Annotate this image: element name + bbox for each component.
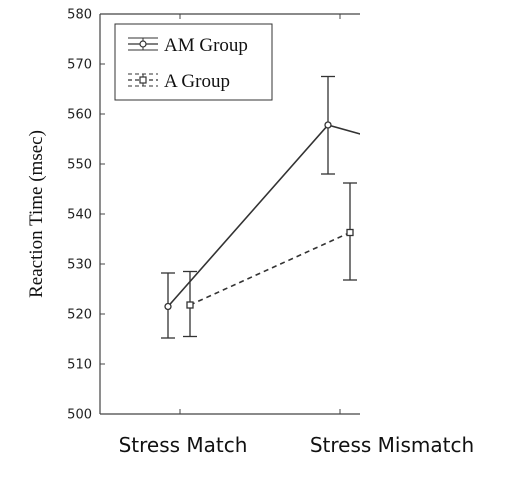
- series-a-group: [183, 182, 357, 338]
- y-tick-label-570: 570: [67, 58, 92, 73]
- y-tick-label-520: 520: [67, 308, 92, 323]
- legend: AM Group A Group: [114, 23, 273, 101]
- x-axis-ticks: Stress Match Stress Mismatch: [119, 14, 474, 457]
- point-am-group-0: [164, 302, 172, 311]
- y-tick-label-510: 510: [67, 358, 92, 373]
- category-label-stress-match: Stress Match: [119, 433, 248, 457]
- series-layer: [161, 75, 360, 339]
- legend-box: [114, 23, 273, 101]
- legend-item-am-group: AM Group: [128, 35, 248, 56]
- y-tick-label-500: 500: [67, 408, 92, 423]
- series-line-a-group: [189, 231, 351, 306]
- y-axis-ticks: 500 510 520 530 540 550 560 570 580: [67, 8, 105, 423]
- y-tick-label-540: 540: [67, 208, 92, 223]
- legend-item-a-group: A Group: [128, 71, 230, 92]
- point-a-group-0: [186, 301, 194, 309]
- legend-marker-am: [139, 40, 147, 48]
- series-am-group: [161, 75, 360, 339]
- y-tick-label-580: 580: [67, 8, 92, 23]
- legend-marker-a: [139, 76, 147, 84]
- y-axis-label: Reaction Time (msec): [26, 130, 47, 298]
- legend-label-a: A Group: [164, 71, 230, 92]
- category-label-stress-mismatch: Stress Mismatch: [310, 433, 474, 457]
- y-tick-label-530: 530: [67, 258, 92, 273]
- y-tick-label-550: 550: [67, 158, 92, 173]
- y-tick-label-560: 560: [67, 108, 92, 123]
- series-line-am-group: [167, 124, 360, 308]
- legend-label-am: AM Group: [164, 35, 248, 56]
- point-am-group-1: [324, 121, 332, 129]
- point-a-group-1: [346, 228, 354, 237]
